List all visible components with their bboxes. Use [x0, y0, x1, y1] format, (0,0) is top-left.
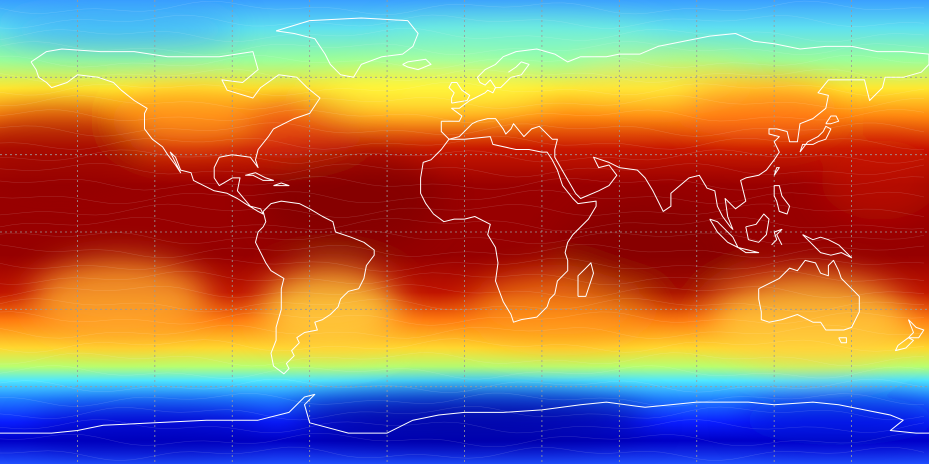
contour-line: [0, 95, 925, 110]
contour-line: [0, 419, 925, 434]
field-blob-10: [290, 395, 650, 445]
coastline-new-zealand-south: [895, 337, 914, 352]
field-blob-14: [560, 200, 740, 300]
field-blob-2: [0, 110, 150, 190]
contour-line: [0, 149, 925, 164]
contour-line: [0, 27, 925, 43]
field-anomalies: [0, 10, 929, 450]
coastline-north-america: [30, 48, 321, 215]
coastline-tasmania: [838, 337, 847, 344]
coastline-hokkaido: [825, 115, 840, 125]
field-blob-5: [30, 260, 210, 340]
contour-line: [0, 324, 925, 339]
contour-line: [0, 0, 925, 15]
field-blob-12: [740, 395, 929, 445]
coastline-south-america: [255, 200, 375, 375]
coastline-madagascar: [577, 262, 594, 297]
contour-line: [0, 432, 925, 448]
coastlines: [0, 17, 929, 434]
contour-line: [0, 338, 925, 353]
contour-line: [0, 109, 925, 123]
contour-line: [0, 189, 925, 205]
coastline-sulawesi: [771, 228, 783, 246]
contour-line: [0, 230, 925, 245]
field-blob-11: [30, 410, 270, 450]
coastline-new-guinea: [802, 234, 853, 259]
contour-line: [0, 68, 925, 83]
coastline-great-britain: [448, 82, 471, 104]
coastline-borneo: [745, 213, 770, 243]
coastline-eurasia: [440, 33, 929, 230]
contour-line: [0, 284, 925, 299]
coastline-japan: [799, 125, 832, 153]
field-blob-4: [240, 100, 360, 160]
contour-line: [0, 14, 925, 29]
contour-line: [0, 176, 925, 191]
field-blob-16: [380, 20, 660, 60]
field-blob-15: [820, 140, 929, 220]
contour-line: [0, 243, 925, 259]
contour-line: [0, 406, 925, 421]
coastline-australia: [758, 259, 860, 331]
coastline-new-zealand: [907, 319, 925, 339]
coastline-antarctica: [0, 393, 929, 434]
contour-line: [0, 392, 925, 407]
contour-line: [0, 163, 925, 178]
field-blob-6: [260, 270, 400, 350]
field-blob-9: [680, 80, 840, 140]
contour-line: [0, 311, 925, 326]
coastline-philippines: [773, 185, 791, 215]
field-blob-8: [710, 275, 910, 365]
contour-line: [0, 135, 925, 150]
coastline-greenland: [275, 17, 419, 78]
coastline-hispaniola: [273, 182, 290, 187]
field-blob-0: [310, 73, 550, 117]
coastline-scandinavia-baltic: [495, 61, 530, 89]
contour-line: [0, 352, 925, 367]
coastline-africa: [420, 136, 597, 323]
contour-line: [0, 365, 925, 380]
field-blob-13: [260, 150, 440, 250]
contour-line: [0, 257, 925, 272]
coastline-taiwan: [773, 167, 780, 176]
contour-line: [0, 270, 925, 285]
coastline-iceland: [402, 58, 432, 71]
contour-line: [0, 81, 925, 97]
coastline-cuba: [245, 172, 274, 181]
coastline-java: [737, 247, 760, 254]
field-blob-17: [0, 10, 240, 50]
contour-line: [0, 216, 925, 232]
field-blob-3: [120, 90, 260, 150]
contour-line: [0, 203, 925, 218]
contour-line: [0, 41, 925, 56]
contour-line: [0, 54, 925, 70]
contour-line: [0, 446, 925, 461]
